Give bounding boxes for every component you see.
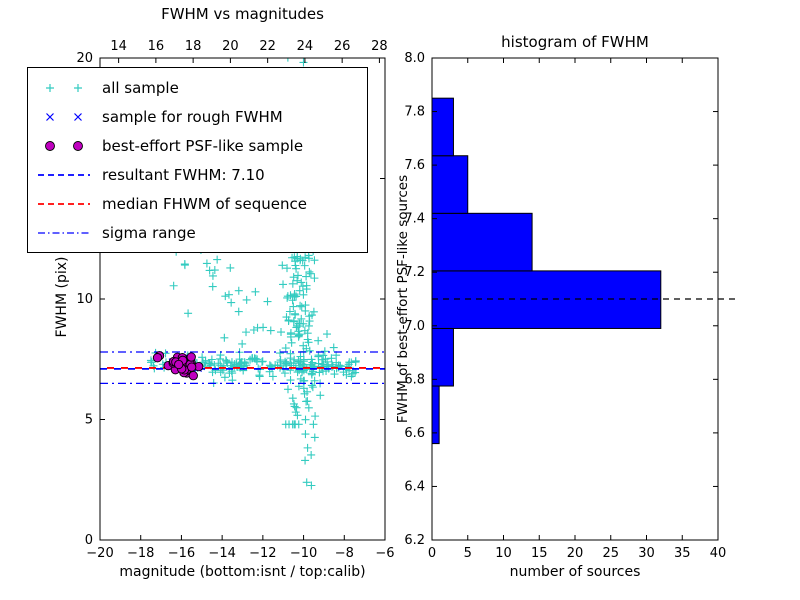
dashed-line-icon: [38, 173, 90, 176]
left-plot-area: [100, 58, 385, 490]
svg-text:25: 25: [602, 546, 619, 561]
svg-text:14: 14: [110, 39, 127, 54]
svg-text:26: 26: [334, 39, 351, 54]
svg-text:−16: −16: [168, 546, 195, 561]
svg-text:20: 20: [76, 51, 93, 66]
svg-text:22: 22: [259, 39, 276, 54]
svg-text:35: 35: [674, 546, 691, 561]
svg-text:28: 28: [371, 39, 388, 54]
svg-text:20: 20: [222, 39, 239, 54]
svg-text:18: 18: [185, 39, 202, 54]
plus-marker-icon: [46, 83, 82, 92]
svg-text:5: 5: [464, 546, 472, 561]
dashed-line-icon: [38, 202, 90, 205]
legend-item: all sample: [36, 73, 367, 102]
svg-text:−12: −12: [249, 546, 276, 561]
svg-text:−14: −14: [208, 546, 235, 561]
legend-item: sigma range: [36, 218, 367, 247]
x-marker-icon: [46, 112, 82, 121]
legend-item-label: best-effort PSF-like sample: [102, 136, 304, 155]
svg-text:6.8: 6.8: [404, 372, 425, 387]
left-plot-xlabel: magnitude (bottom:isnt / top:calib): [119, 564, 366, 580]
svg-text:6.2: 6.2: [404, 533, 425, 548]
svg-text:0: 0: [428, 546, 436, 561]
legend-item: best-effort PSF-like sample: [36, 131, 367, 160]
circle-marker-icon: [45, 140, 83, 151]
svg-text:8.0: 8.0: [404, 51, 425, 66]
legend-item-label: sigma range: [102, 223, 196, 242]
right-plot-ylabel: FWHM of best-effort PSF-like sources: [395, 174, 411, 424]
svg-text:30: 30: [638, 546, 655, 561]
svg-text:16: 16: [148, 39, 165, 54]
legend-item-label: sample for rough FWHM: [102, 107, 283, 126]
svg-text:7.2: 7.2: [404, 265, 425, 280]
legend-item: sample for rough FWHM: [36, 102, 367, 131]
svg-text:7.6: 7.6: [404, 158, 425, 173]
legend: all sample sample for rough FWHM best-ef…: [27, 67, 368, 253]
svg-text:20: 20: [567, 546, 584, 561]
svg-text:−20: −20: [86, 546, 113, 561]
svg-text:10: 10: [495, 546, 512, 561]
svg-text:7.4: 7.4: [404, 212, 425, 227]
svg-text:24: 24: [297, 39, 314, 54]
svg-text:40: 40: [710, 546, 727, 561]
svg-text:0: 0: [85, 533, 93, 548]
legend-item-label: all sample: [102, 78, 179, 97]
svg-text:−18: −18: [127, 546, 154, 561]
svg-text:−10: −10: [290, 546, 317, 561]
svg-text:6.4: 6.4: [404, 479, 425, 494]
left-plot-title: FWHM vs magnitudes: [161, 5, 324, 23]
legend-item: resultant FWHM: 7.10: [36, 160, 367, 189]
svg-text:10: 10: [76, 292, 93, 307]
svg-text:5: 5: [85, 413, 93, 428]
svg-text:7.8: 7.8: [404, 105, 425, 120]
right-plot-title: histogram of FWHM: [501, 33, 649, 51]
legend-item-label: resultant FWHM: 7.10: [102, 165, 265, 184]
left-plot-ylabel: FWHM (pix): [54, 256, 70, 338]
svg-text:15: 15: [531, 546, 548, 561]
legend-item-label: median FHWM of sequence: [102, 194, 307, 213]
svg-text:6.6: 6.6: [404, 426, 425, 441]
right-plot-area: [431, 97, 736, 445]
svg-text:−6: −6: [375, 546, 394, 561]
svg-text:−8: −8: [335, 546, 354, 561]
dashdot-line-icon: [38, 231, 90, 234]
right-plot-xlabel: number of sources: [509, 564, 641, 580]
legend-item: median FHWM of sequence: [36, 189, 367, 218]
svg-text:7.0: 7.0: [404, 319, 425, 334]
